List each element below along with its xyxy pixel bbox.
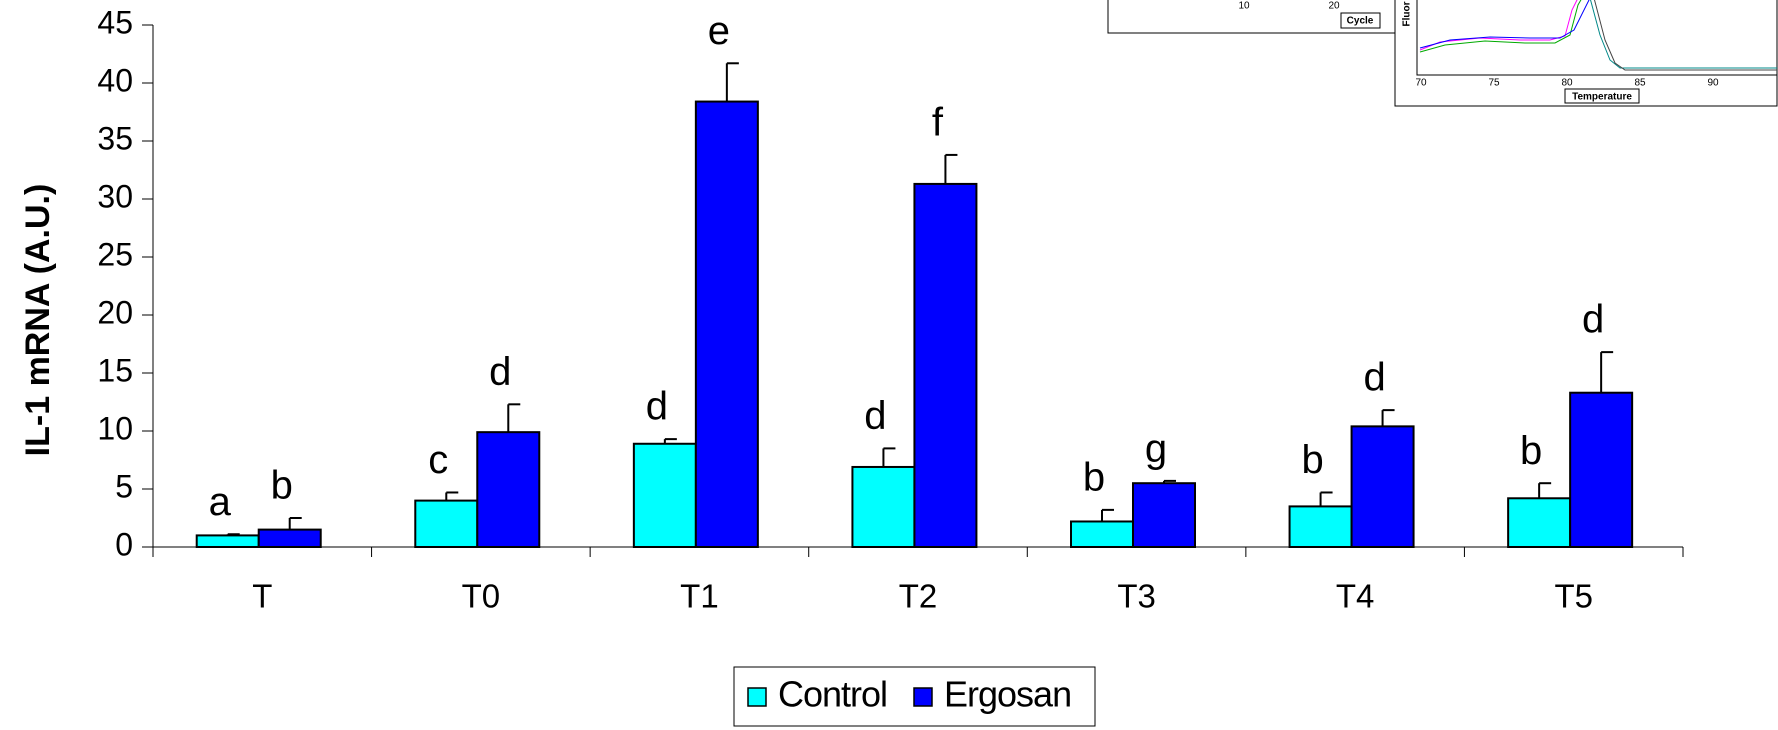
bar	[1350, 425, 1415, 548]
significance-label: b	[1301, 438, 1323, 482]
bar	[913, 182, 978, 548]
x-tick-label: T5	[1554, 578, 1593, 615]
x-tick-label: T3	[1117, 578, 1156, 615]
melt-curve	[1594, 0, 1777, 71]
inset-tick-label: 90	[1707, 78, 1719, 89]
y-axis-title: IL-1 mRNA (A.U.)	[19, 184, 57, 457]
legend-label: Ergosan	[944, 674, 1071, 715]
inset-tick-label: 10	[1238, 1, 1250, 12]
y-tick-label: 20	[97, 294, 133, 330]
significance-label: a	[209, 480, 232, 524]
y-tick-label: 35	[97, 120, 133, 156]
error-bar	[663, 438, 677, 444]
inset-tick-label: 20	[1328, 1, 1340, 12]
bar	[414, 499, 479, 549]
inset-frame	[1107, 0, 1395, 34]
error-bar	[226, 533, 240, 536]
bar	[632, 442, 697, 549]
inset-xlabel: Temperature	[1572, 92, 1632, 103]
inset-label-box	[1340, 12, 1381, 29]
y-tick-label: 5	[115, 468, 133, 504]
y-tick-label: 10	[97, 410, 133, 446]
legend-label: Control	[778, 674, 887, 715]
significance-label: d	[1582, 298, 1604, 342]
significance-label: b	[271, 464, 293, 508]
melt-curve	[1590, 0, 1777, 69]
inset-xlabel: Cycle	[1347, 16, 1374, 27]
bar	[1070, 520, 1134, 548]
significance-label: d	[489, 350, 511, 394]
significance-label: e	[708, 9, 730, 53]
inset-label-box	[1564, 88, 1640, 104]
error-bar	[1163, 479, 1176, 484]
x-tick-label: T	[252, 578, 272, 615]
error-bar	[882, 447, 896, 467]
error-bar	[1381, 409, 1395, 427]
legend-swatch	[913, 687, 933, 707]
error-bar	[445, 491, 459, 501]
error-bar	[944, 153, 958, 184]
error-bar	[725, 62, 739, 102]
bar	[195, 534, 260, 549]
error-bar	[1319, 491, 1333, 507]
x-tick-label: T2	[899, 578, 938, 615]
inset-tick-label: 75	[1488, 78, 1500, 89]
x-tick-label: T1	[680, 578, 719, 615]
inset-amplification: Cycle	[1107, 0, 1395, 34]
error-bar	[507, 403, 521, 433]
bar	[851, 465, 916, 548]
bar	[257, 528, 322, 548]
inset-tick-label: 80	[1561, 78, 1573, 89]
y-tick-label: 0	[115, 526, 133, 562]
bar	[476, 431, 541, 548]
y-tick-label: 25	[97, 236, 133, 272]
significance-label: c	[428, 438, 448, 482]
significance-label: b	[1520, 429, 1542, 473]
inset-tick-label: 70	[1415, 78, 1427, 89]
significance-label: f	[932, 100, 944, 144]
inset-tick-label: 85	[1634, 78, 1646, 89]
bar	[694, 100, 759, 548]
melt-curve	[1419, 0, 1582, 53]
bar	[1569, 391, 1634, 548]
y-tick-label: 40	[97, 62, 133, 98]
error-bar	[1538, 482, 1552, 499]
inset-frame	[1394, 0, 1778, 107]
significance-label: b	[1083, 455, 1105, 499]
melt-curve	[1419, 0, 1590, 49]
error-bar	[288, 517, 302, 530]
x-tick-label: T4	[1336, 578, 1375, 615]
error-bar	[1600, 351, 1614, 393]
x-tick-label: T0	[462, 578, 501, 615]
inset-axes	[1416, 0, 1777, 76]
significance-label: d	[1363, 356, 1385, 400]
error-bar	[1101, 508, 1114, 522]
inset-ylabel: Fluor	[1402, 1, 1413, 26]
y-tick-label: 45	[97, 4, 133, 40]
significance-label: d	[646, 385, 668, 429]
bar	[1507, 497, 1572, 548]
legend-swatch	[747, 687, 767, 707]
bar	[1288, 505, 1353, 548]
inset-melt: Temperature Fluor	[1394, 0, 1778, 107]
y-tick-label: 30	[97, 178, 133, 214]
significance-label: g	[1145, 426, 1167, 470]
bar	[1132, 482, 1196, 549]
y-tick-label: 15	[97, 352, 133, 388]
significance-label: d	[864, 394, 886, 438]
